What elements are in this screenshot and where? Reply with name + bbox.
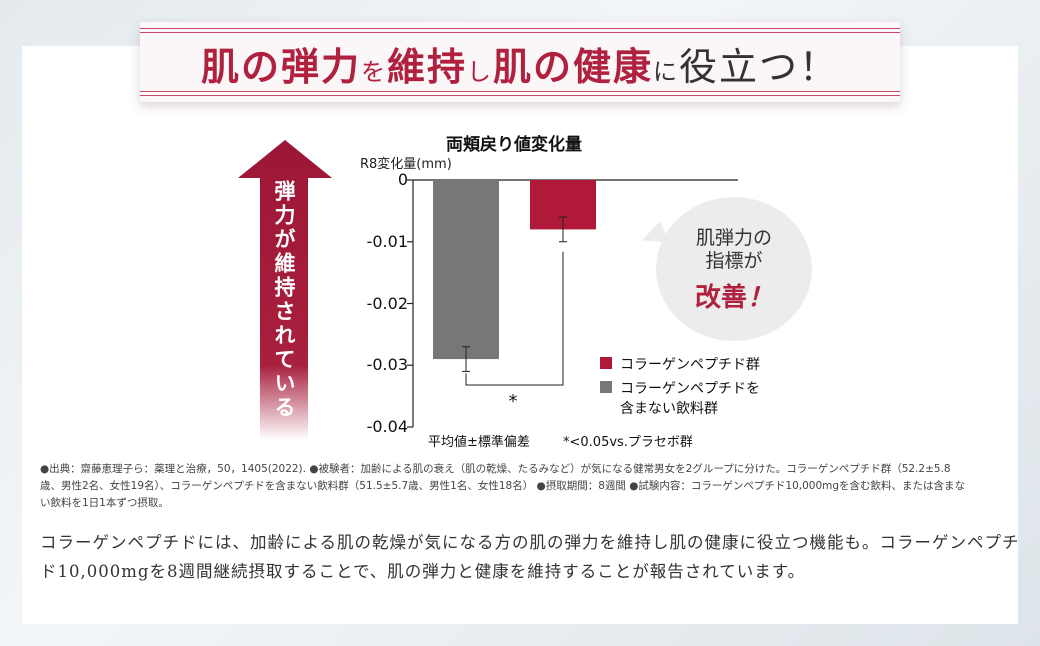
bar — [433, 180, 499, 360]
content-panel — [22, 46, 1018, 624]
legend-swatch — [600, 381, 612, 393]
bubble-highlight: 改善！ — [694, 283, 774, 313]
headline-banner: 肌の弾力を維持し肌の健康に役立つ！ — [140, 22, 900, 102]
chart-note-mean: 平均値±標準偏差 — [428, 435, 530, 450]
headline: 肌の弾力を維持し肌の健康に役立つ！ — [200, 44, 840, 89]
legend-label: コラーゲンペプチド群 — [620, 357, 760, 373]
y-tick-label: 0 — [397, 170, 408, 189]
legend-item: コラーゲンペプチド群 — [600, 354, 760, 374]
improvement-bubble: 肌弾力の 指標が 改善！ — [638, 197, 812, 341]
y-tick-label: -0.04 — [366, 417, 408, 436]
y-tick-label: -0.03 — [366, 355, 408, 374]
y-tick-label: -0.02 — [366, 294, 408, 313]
arrow-label: 弾力が維持されている — [272, 180, 296, 420]
up-arrow: 弾力が維持されている — [238, 140, 332, 440]
legend-label: コラーゲンペプチドを 含まない飲料群 — [620, 381, 760, 417]
source-footnote: ●出典：齋藤恵理子ら：薬理と治療，50，1405(2022). ●被験者：加齢に… — [40, 463, 966, 509]
chart-note-pvalue: *<0.05vs.プラセボ群 — [563, 435, 693, 450]
significance-bracket — [465, 251, 564, 386]
y-axis-label: R8変化量(mm) — [360, 157, 452, 172]
legend-item: コラーゲンペプチドを 含まない飲料群 — [600, 378, 760, 418]
legend-swatch — [600, 357, 612, 369]
description-text: コラーゲンペプチドには、加齢による肌の乾燥が気になる方の肌の弾力を維持し肌の健康… — [40, 533, 1020, 581]
significance-marker: * — [508, 391, 518, 412]
chart-title: 両頬戻り値変化量 — [446, 135, 582, 155]
bubble-text: 肌弾力の 指標が — [695, 227, 772, 272]
up-arrow-icon — [238, 140, 332, 440]
chart-legend: コラーゲンペプチド群 コラーゲンペプチドを 含まない飲料群 — [600, 354, 760, 422]
y-tick-label: -0.01 — [366, 232, 408, 251]
